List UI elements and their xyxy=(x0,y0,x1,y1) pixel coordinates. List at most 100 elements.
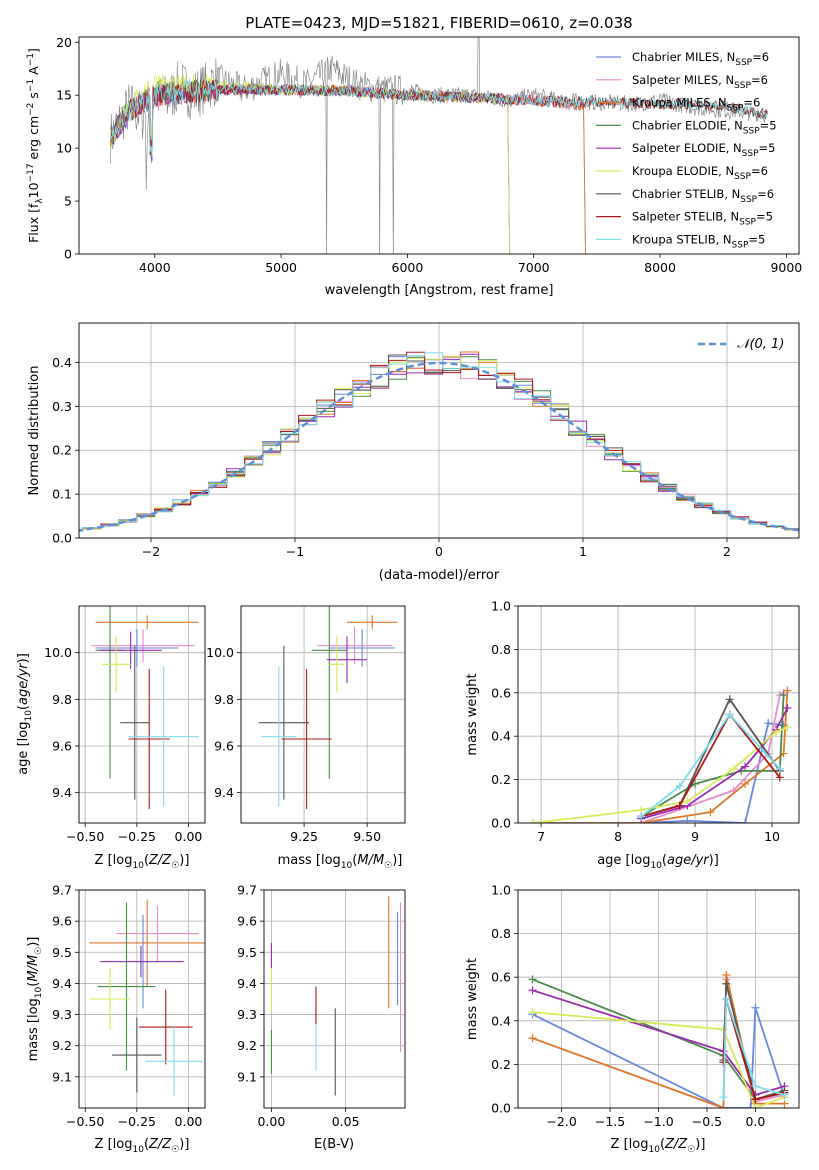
x-tick-label: 9 xyxy=(691,829,699,844)
x-tick-label: 0.00 xyxy=(257,1114,285,1129)
weight-marker xyxy=(719,1093,728,1102)
x-tick-label: −2 xyxy=(142,544,160,559)
x-tick-label: 9000 xyxy=(770,260,802,275)
weight-marker xyxy=(725,710,734,719)
legend-label: Kroupa ELODIE, NSSP=6 xyxy=(632,164,768,182)
x-tick-label: 6000 xyxy=(392,260,424,275)
y-tick-label: 0.4 xyxy=(52,355,72,370)
weight-marker xyxy=(783,703,792,712)
x-axis-label: mass [log10(M/M☉)] xyxy=(278,853,403,871)
axes-frame xyxy=(517,889,800,1109)
y-tick-label: 10.0 xyxy=(206,645,234,660)
y-axis-label: mass weight xyxy=(465,673,480,755)
weight-line xyxy=(722,998,785,1098)
x-tick-label: 0.00 xyxy=(175,829,203,844)
plot-area xyxy=(110,37,768,254)
model-spectrum-line xyxy=(110,81,586,254)
x-tick-label: 9.50 xyxy=(353,829,381,844)
y-tick-label: 0.4 xyxy=(491,1013,511,1028)
model-spectrum-line xyxy=(110,79,768,158)
y-tick-label: 9.5 xyxy=(237,945,257,960)
x-tick-label: 0.05 xyxy=(332,1114,360,1129)
y-tick-label: 9.8 xyxy=(52,692,72,707)
legend-label: Salpeter ELODIE, NSSP=5 xyxy=(632,141,775,159)
x-tick-label: −1.5 xyxy=(595,1114,625,1129)
y-tick-label: 9.6 xyxy=(52,914,72,929)
axes-frame xyxy=(78,605,206,824)
weight-marker xyxy=(528,975,537,984)
axes-frame xyxy=(240,605,406,824)
x-tick-label: −0.50 xyxy=(66,1114,104,1129)
axes-frame xyxy=(517,605,800,824)
y-tick-label: 9.1 xyxy=(52,1069,72,1084)
weight-marker xyxy=(751,1104,760,1108)
plot-area xyxy=(79,351,799,532)
x-tick-label: 2 xyxy=(723,544,731,559)
plot-area xyxy=(89,899,205,1096)
y-tick-label: 10.0 xyxy=(44,645,72,660)
y-tick-label: 0 xyxy=(64,247,72,262)
x-tick-label: −1 xyxy=(286,544,304,559)
y-tick-label: 9.6 xyxy=(52,739,72,754)
x-tick-label: 0.0 xyxy=(745,1114,765,1129)
y-tick-label: 9.4 xyxy=(52,976,72,991)
y-tick-label: 10 xyxy=(56,141,72,156)
weight-line xyxy=(533,726,788,823)
plot-area xyxy=(91,606,199,809)
x-tick-label: −1.0 xyxy=(643,1114,673,1129)
y-tick-label: 0.2 xyxy=(491,1057,511,1072)
plot-area xyxy=(529,686,792,823)
model-spectrum-line xyxy=(110,80,586,254)
weight-marker xyxy=(675,782,684,791)
y-tick-label: 0.4 xyxy=(491,729,511,744)
y-tick-label: 0.6 xyxy=(491,685,511,700)
x-tick-label: 0.00 xyxy=(175,1114,203,1129)
weight-marker xyxy=(706,808,715,817)
model-spectrum-line xyxy=(110,79,511,254)
weight-marker xyxy=(783,723,792,732)
y-tick-label: 9.4 xyxy=(214,785,234,800)
weight-marker xyxy=(719,1104,728,1108)
weight-marker xyxy=(722,979,731,988)
y-tick-label: 9.7 xyxy=(52,883,72,898)
x-axis-label: wavelength [Angstrom, rest frame] xyxy=(325,283,554,298)
y-tick-label: 0.2 xyxy=(52,443,72,458)
y-tick-label: 0.6 xyxy=(491,970,511,985)
y-tick-label: 0.8 xyxy=(491,926,511,941)
legend-label: Kroupa STELIB, NSSP=5 xyxy=(632,232,765,250)
x-tick-label: 7000 xyxy=(518,260,550,275)
weight-marker xyxy=(528,1034,537,1043)
y-tick-label: 0.2 xyxy=(491,772,511,787)
legend-label: 𝒩(0, 1) xyxy=(737,337,784,352)
gaussian-curve xyxy=(79,361,799,532)
x-tick-label: −0.5 xyxy=(692,1114,722,1129)
x-tick-label: 10 xyxy=(764,829,780,844)
x-axis-label: age [log10(age/yr)] xyxy=(597,853,719,871)
y-tick-label: 5 xyxy=(64,194,72,209)
weight-marker xyxy=(746,1104,755,1108)
plot-area xyxy=(528,971,789,1108)
legend-label: Chabrier MILES, NSSP=6 xyxy=(632,50,769,68)
y-tick-label: 9.4 xyxy=(52,785,72,800)
legend-label: Kroupa MILES, NSSP=6 xyxy=(632,96,760,114)
model-spectrum-line xyxy=(110,78,511,254)
y-tick-label: 9.3 xyxy=(52,1007,72,1022)
x-axis-label: (data-model)/error xyxy=(379,568,500,583)
weight-line xyxy=(640,712,781,818)
x-axis-label: Z [log10(Z/Z☉)] xyxy=(95,853,190,871)
x-axis-label: Z [log10(Z/Z☉)] xyxy=(611,1137,706,1155)
weight-marker xyxy=(719,1058,728,1067)
weight-line xyxy=(532,1011,785,1108)
axes-frame xyxy=(78,322,800,539)
weight-line xyxy=(640,707,789,820)
y-tick-label: 15 xyxy=(56,88,72,103)
y-tick-label: 9.1 xyxy=(237,1069,257,1084)
y-axis-label: mass weight xyxy=(465,958,480,1040)
weight-marker xyxy=(779,690,788,699)
y-axis-label: Flux [fλ10−17 erg cm−2 s−1 A−1] xyxy=(26,48,45,243)
x-tick-label: −2.0 xyxy=(546,1114,576,1129)
weight-marker xyxy=(764,719,773,728)
x-tick-label: 8000 xyxy=(644,260,676,275)
y-axis-label: age [log10(age/yr)] xyxy=(16,653,34,775)
